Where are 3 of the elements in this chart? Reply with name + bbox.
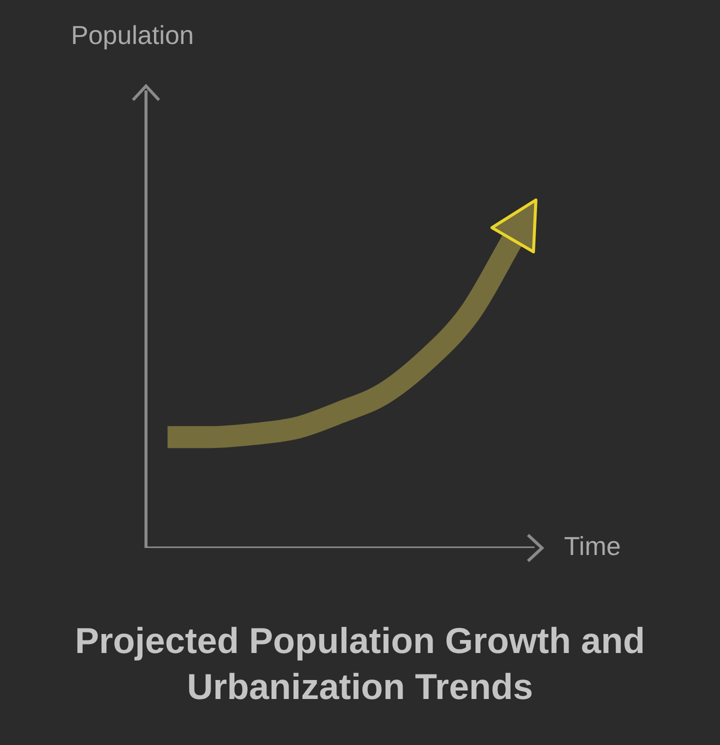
text: Projected Population Growth and Urbanization Trends bbox=[74, 619, 646, 709]
x-axis-title: Time bbox=[564, 531, 621, 562]
text: Population bbox=[71, 20, 194, 51]
